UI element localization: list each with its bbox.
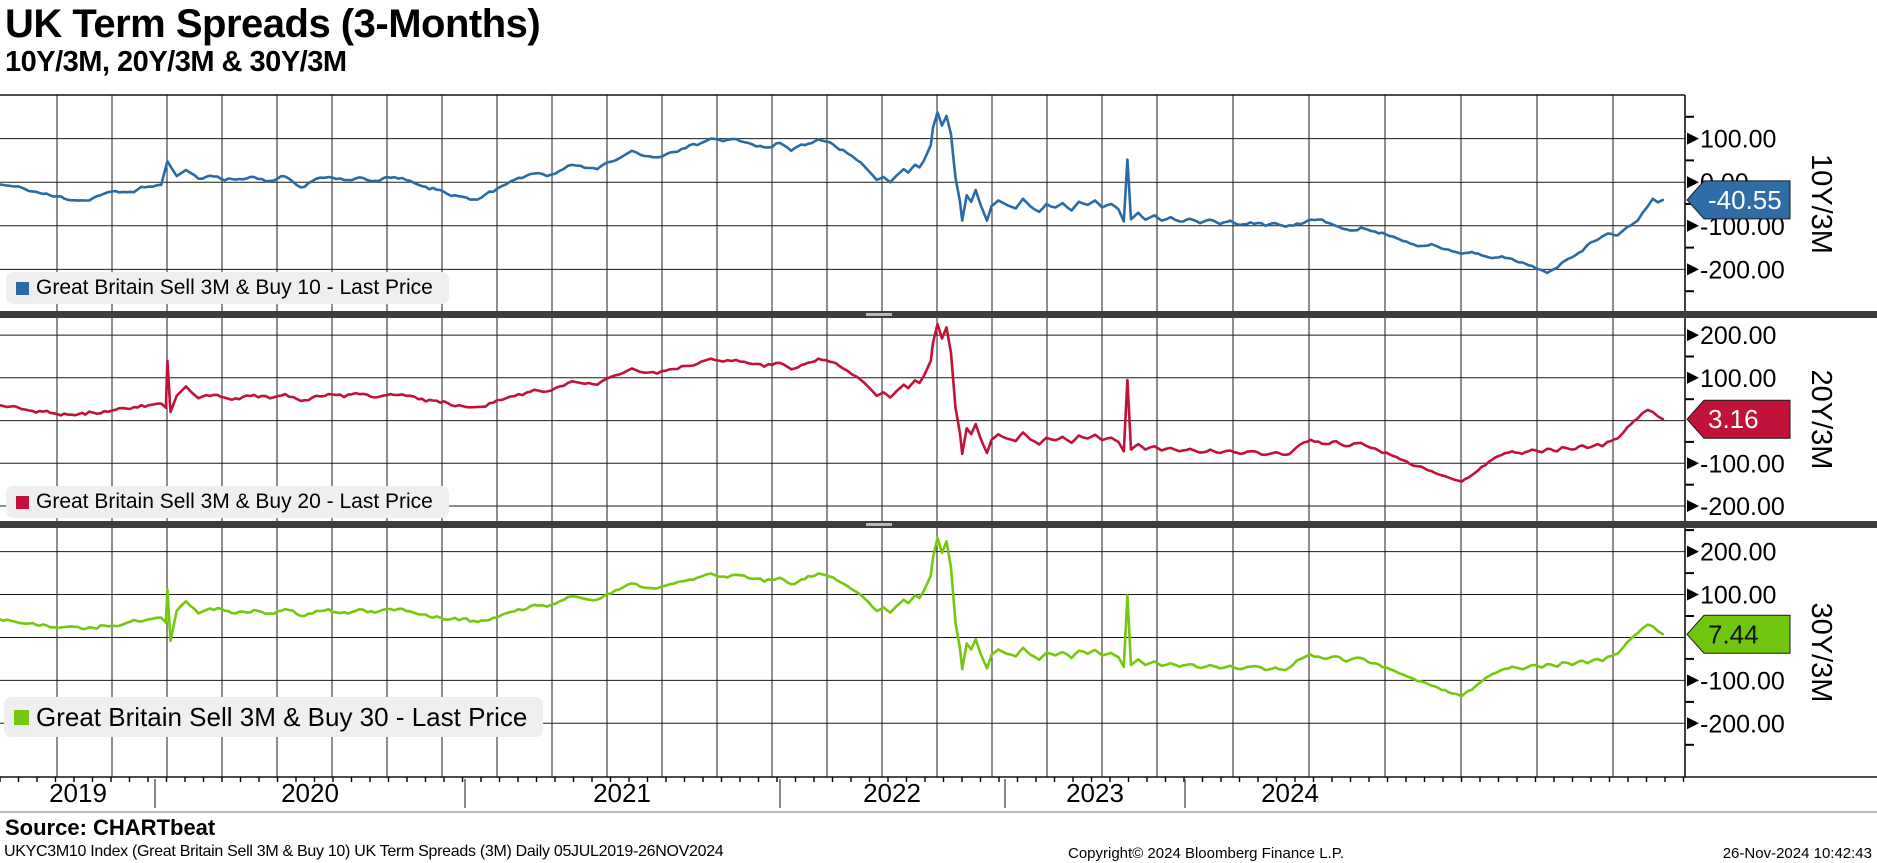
y-tick-label: 100.00 (1700, 126, 1776, 154)
last-value-badge-10y3m (1686, 180, 1791, 220)
y-tick-label: -200.00 (1700, 493, 1785, 521)
divider-grip-icon[interactable] (866, 313, 892, 316)
x-tick-label-2019: 2019 (49, 778, 107, 808)
y-tick-arrow-icon (1687, 371, 1699, 384)
panel-divider-2[interactable] (0, 521, 1877, 528)
chart-frame (0, 94, 1877, 778)
y-tick-label: 200.00 (1700, 322, 1776, 350)
legend-10y3m-label: Great Britain Sell 3M & Buy 10 - Last Pr… (36, 276, 433, 299)
last-value-badge-30y3m (1686, 614, 1791, 654)
series-line-30y3m (0, 536, 1665, 698)
red-square-icon (16, 495, 29, 509)
y-tick-arrow-icon (1687, 176, 1699, 189)
legend-30y3m[interactable]: Great Britain Sell 3M & Buy 30 - Last Pr… (4, 697, 544, 737)
axis-title-20y3m: 20Y/3M (1805, 370, 1837, 470)
y-tick-label: 100.00 (1700, 365, 1776, 393)
gridlines-30y3m (0, 528, 1685, 777)
y-tick-label: -100.00 (1700, 667, 1785, 695)
legend-20y3m[interactable]: Great Britain Sell 3M & Buy 20 - Last Pr… (6, 486, 449, 518)
y-tick-arrow-icon (1687, 263, 1699, 276)
timestamp: 26-Nov-2024 10:42:43 (1722, 845, 1872, 862)
page-title: UK Term Spreads (3-Months) (5, 2, 541, 46)
series-line-10y3m (0, 111, 1665, 275)
series-line-20y3m (0, 322, 1665, 483)
panel-20y3m: 200.00 100.00 -100.00 -200.00 3.16 20Y/3M (0, 318, 1837, 521)
security-description: UKYC3M10 Index (Great Britain Sell 3M & … (4, 843, 724, 860)
panel-30y3m: 200.00 100.00 -100.00 -200.00 7.44 30Y/3M (0, 528, 1837, 777)
y-tick-label: 100.00 (1700, 582, 1776, 610)
last-value-text-30y3m: 7.44 (1708, 619, 1759, 649)
x-axis: 2019 2020 2021 2022 2023 2024 (0, 777, 1685, 808)
y-tick-arrow-icon (1687, 674, 1699, 687)
y-tick-arrow-icon (1687, 457, 1699, 470)
gridlines-10y3m (0, 95, 1685, 313)
y-tick-label: 200.00 (1700, 539, 1776, 567)
y-tick-arrow-icon (1687, 588, 1699, 601)
y-tick-arrow-icon (1687, 132, 1699, 145)
y-tick-arrow-icon (1687, 329, 1699, 342)
y-tick-arrow-icon (1687, 219, 1699, 232)
y-axis-20y3m: 200.00 100.00 -100.00 -200.00 (1685, 322, 1785, 521)
divider-grip-icon[interactable] (866, 523, 892, 526)
last-value-text-20y3m: 3.16 (1708, 404, 1759, 434)
copyright-notice: Copyright© 2024 Bloomberg Finance L.P. (1068, 845, 1344, 862)
x-tick-label-2020: 2020 (281, 778, 339, 808)
legend-30y3m-label: Great Britain Sell 3M & Buy 30 - Last Pr… (36, 701, 528, 732)
last-value-text-10y3m: -40.55 (1708, 185, 1782, 215)
y-tick-arrow-icon (1687, 717, 1699, 730)
y-tick-label: -200.00 (1700, 710, 1785, 738)
x-tick-label-2022: 2022 (863, 778, 921, 808)
y-tick-label: -200.00 (1700, 256, 1785, 284)
y-tick-arrow-icon (1687, 500, 1699, 512)
page-subtitle: 10Y/3M, 20Y/3M & 30Y/3M (5, 46, 347, 78)
axis-title-10y3m: 10Y/3M (1805, 154, 1837, 254)
blue-square-icon (16, 281, 29, 295)
axis-title-30y3m: 30Y/3M (1805, 603, 1837, 703)
x-tick-label-2024: 2024 (1261, 778, 1319, 808)
y-tick-label: -100.00 (1700, 450, 1785, 478)
x-tick-label-2023: 2023 (1066, 778, 1124, 808)
y-axis-30y3m: 200.00 100.00 -100.00 -200.00 (1685, 529, 1785, 746)
x-tick-label-2021: 2021 (593, 778, 651, 808)
panel-divider-1[interactable] (0, 311, 1877, 318)
legend-20y3m-label: Great Britain Sell 3M & Buy 20 - Last Pr… (36, 490, 433, 513)
source-label: Source: CHARTbeat (5, 815, 216, 840)
y-tick-arrow-icon (1687, 545, 1699, 558)
legend-10y3m[interactable]: Great Britain Sell 3M & Buy 10 - Last Pr… (6, 272, 449, 304)
green-square-icon (14, 709, 29, 725)
last-value-badge-20y3m (1686, 399, 1791, 439)
